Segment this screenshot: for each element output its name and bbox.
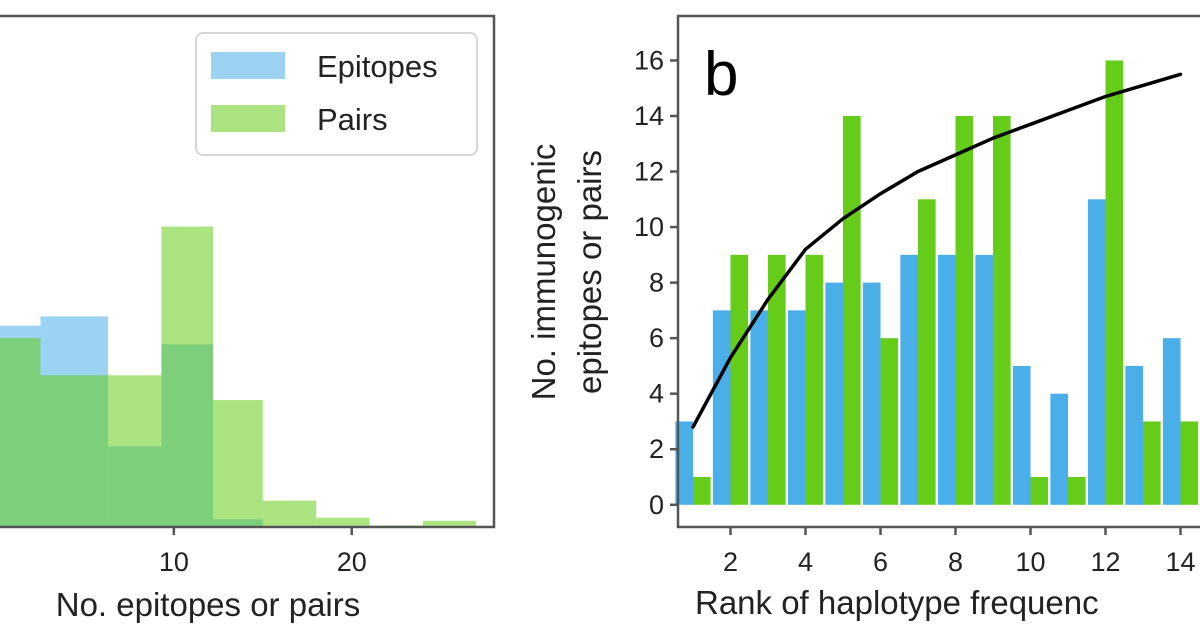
- y-tick-label-12: 12: [634, 157, 664, 187]
- bar-epitopes-2: [712, 310, 731, 505]
- bar-pairs-6: [880, 338, 899, 505]
- bar-pairs-8: [955, 115, 974, 505]
- y-tick-label-6: 6: [649, 323, 664, 353]
- bar-epitopes-8: [937, 254, 956, 505]
- bar-pairs-3: [768, 254, 786, 505]
- panel-b-trend-line: [691, 72, 1183, 429]
- legend-label-pairs: Pairs: [317, 102, 388, 137]
- bar-pairs-13: [1143, 421, 1161, 505]
- panel-b-x-axis-title: Rank of haplotype frequenc: [695, 584, 1099, 621]
- legend-swatch-pairs: [211, 105, 285, 132]
- bar-epitopes-3: [750, 310, 768, 505]
- bar-epitopes-12: [1087, 199, 1106, 505]
- y-tick-label-0: 0: [649, 490, 664, 520]
- panel-a-histogram: 10 20 No. epitopes or pairs Epitopes Pair…: [0, 14, 496, 623]
- y-tick-label-2: 2: [649, 434, 664, 464]
- bar-epitopes-7: [900, 254, 918, 505]
- panel-b-y-axis-title-line2: epitopes or pairs: [571, 150, 608, 394]
- bar-pairs-9: [993, 115, 1011, 505]
- x-tick-label-12: 12: [1090, 547, 1120, 577]
- legend-swatch-epitopes: [211, 52, 285, 79]
- x-tick-label-8: 8: [948, 547, 963, 577]
- panel-b-y-axis-title-line1: No. immunogenic: [525, 144, 562, 401]
- bar-epitopes-4: [787, 310, 806, 505]
- bar-epitopes-11: [1050, 393, 1068, 505]
- bar-pairs-11: [1068, 477, 1086, 505]
- hist-bar-pairs-3: [161, 226, 213, 527]
- panel-a-legend: Epitopes Pairs: [195, 32, 478, 156]
- bar-pairs-12: [1105, 60, 1124, 505]
- bar-epitopes-9: [975, 254, 993, 505]
- x-tick-label-20: 20: [337, 547, 367, 577]
- y-tick-label-10: 10: [634, 212, 664, 242]
- panel-a-x-axis-title: No. epitopes or pairs: [56, 586, 361, 623]
- x-tick-label-14: 14: [1165, 547, 1195, 577]
- panel-b-y-ticks: 0 2 4 6 8 10 12 14 16: [634, 45, 678, 520]
- panel-a-x-ticks: 10 20: [159, 527, 367, 577]
- panel-b-frame: [676, 14, 1200, 529]
- panel-b-x-ticks: 2 4 6 8 10 12 14: [723, 527, 1196, 577]
- hist-bar-pairs-2: [108, 375, 162, 527]
- bar-pairs-1: [693, 477, 711, 505]
- x-tick-label-10: 10: [159, 547, 189, 577]
- hist-bar-pairs-5: [262, 500, 317, 527]
- hist-bar-pairs-8: [422, 520, 477, 527]
- bar-epitopes-10: [1012, 365, 1031, 505]
- bar-epitopes-13: [1125, 365, 1143, 505]
- bar-epitopes-14: [1162, 338, 1181, 505]
- panel-a-frame: [0, 14, 496, 529]
- hist-bar-pairs-1: [40, 375, 109, 527]
- y-tick-label-16: 16: [634, 45, 664, 75]
- bar-pairs-7: [918, 199, 936, 505]
- x-tick-label-4: 4: [798, 547, 813, 577]
- bar-epitopes-5: [825, 282, 843, 505]
- bar-epitopes-1: [675, 421, 693, 505]
- y-tick-label-4: 4: [649, 379, 664, 409]
- x-tick-label-2: 2: [723, 547, 738, 577]
- panel-b-bar-chart: 0 2 4 6 8 10 12 14 16 2 4 6 8 10 12 14 b No. immunogen…: [525, 14, 1200, 621]
- y-tick-label-8: 8: [649, 268, 664, 298]
- panel-a-bars: [0, 226, 477, 527]
- bar-epitopes-6: [862, 282, 881, 505]
- hist-bar-pairs-4: [212, 400, 263, 527]
- x-tick-label-10: 10: [1015, 547, 1045, 577]
- bar-pairs-5: [843, 115, 861, 505]
- bar-pairs-4: [805, 254, 824, 505]
- hist-bar-pairs-6: [316, 517, 370, 527]
- legend-label-epitopes: Epitopes: [317, 49, 438, 84]
- bar-pairs-10: [1030, 477, 1049, 505]
- bar-pairs-2: [730, 254, 749, 505]
- x-tick-label-6: 6: [873, 547, 888, 577]
- hist-bar-pairs-0: [0, 338, 41, 527]
- y-tick-label-14: 14: [634, 101, 664, 131]
- panel-b-bars: [675, 60, 1199, 505]
- panel-b-letter: b: [704, 40, 738, 109]
- bar-pairs-14: [1180, 421, 1199, 505]
